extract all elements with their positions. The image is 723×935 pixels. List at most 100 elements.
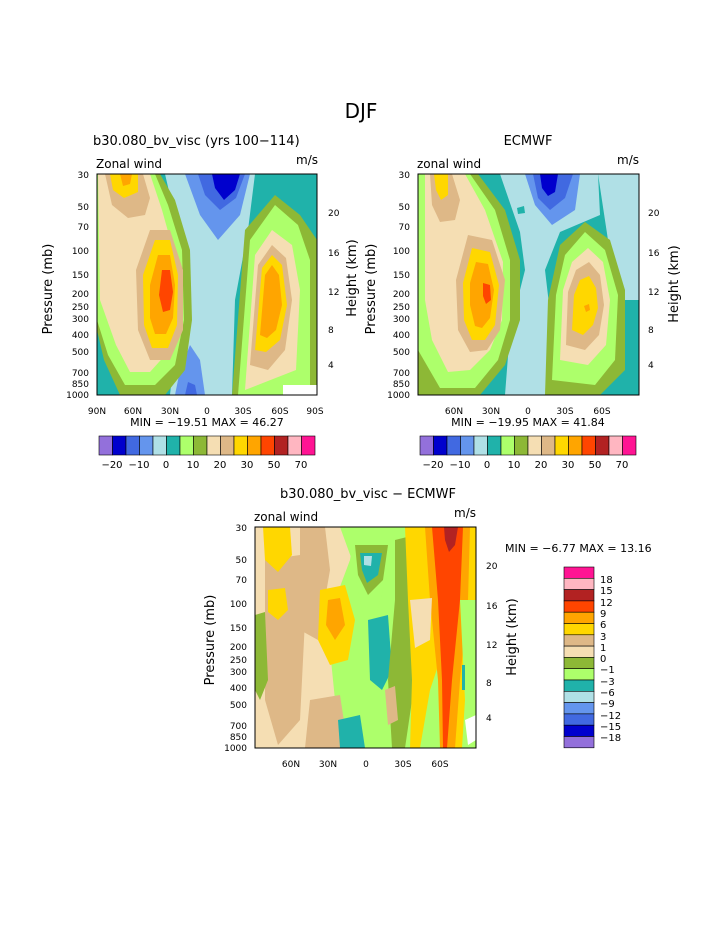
colorbar-label: −3 — [600, 677, 615, 688]
colorbar-label: 1 — [600, 643, 606, 654]
colorbar-label: 3 — [600, 632, 606, 643]
y-tick-label: 200 — [230, 643, 247, 653]
panel-ecmwf-colorbar — [419, 435, 637, 456]
panel-model-title: b30.080_bv_visc (yrs 100−114) — [93, 134, 300, 149]
colorbar-label: −10 — [449, 460, 470, 471]
colorbar-swatch — [139, 435, 154, 456]
colorbar-swatch — [514, 435, 529, 456]
y-tick-label: 500 — [72, 348, 89, 358]
x-tick-label: 30S — [394, 760, 411, 770]
colorbar-label: 30 — [562, 460, 575, 471]
x-tick-label: 60S — [271, 407, 288, 417]
colorbar-label: 10 — [508, 460, 521, 471]
y-tick-label: 500 — [393, 348, 410, 358]
colorbar-swatch — [527, 435, 542, 456]
x-tick-label: 60N — [282, 760, 300, 770]
panel-model-ylabel-right: Height (km) — [345, 239, 360, 316]
x-tick-label: 30S — [234, 407, 251, 417]
colorbar-swatch — [179, 435, 194, 456]
colorbar-swatch — [112, 435, 127, 456]
height-tick-label: 12 — [648, 288, 659, 298]
panel-ecmwf-units: m/s — [617, 153, 639, 167]
colorbar-swatch — [563, 566, 595, 579]
height-tick-label: 20 — [648, 209, 660, 219]
colorbar-swatch — [563, 724, 595, 737]
panel-ecmwf-ylabel: Pressure (mb) — [364, 244, 379, 335]
x-tick-label: 60S — [593, 407, 610, 417]
height-tick-label: 8 — [648, 326, 654, 336]
colorbar-label: −6 — [600, 688, 615, 699]
panel-ecmwf-x-ticks: 60N 30N 0 30S 60S — [445, 407, 611, 417]
panel-ecmwf-title: ECMWF — [504, 134, 553, 149]
y-tick-label: 700 — [230, 722, 247, 732]
height-tick-label: 8 — [328, 326, 334, 336]
colorbar-swatch — [274, 435, 289, 456]
colorbar-swatch — [247, 435, 262, 456]
y-tick-label: 150 — [230, 624, 247, 634]
y-tick-label: 300 — [393, 315, 410, 325]
panel-model-units: m/s — [296, 153, 318, 167]
panel-difference-units: m/s — [454, 506, 476, 520]
y-tick-label: 150 — [393, 271, 410, 281]
colorbar-swatch — [595, 435, 610, 456]
y-tick-label: 50 — [236, 556, 248, 566]
colorbar-swatch — [419, 435, 434, 456]
colorbar-label: −15 — [600, 722, 621, 733]
panel-model-contours — [97, 174, 317, 395]
y-tick-label: 400 — [230, 684, 247, 694]
y-tick-label: 150 — [72, 271, 89, 281]
x-tick-label: 60S — [431, 760, 448, 770]
colorbar-swatch — [568, 435, 583, 456]
y-tick-label: 100 — [393, 247, 410, 257]
colorbar-label: 12 — [600, 598, 613, 609]
colorbar-label: −10 — [128, 460, 149, 471]
y-tick-label: 850 — [393, 380, 410, 390]
panel-difference-title: b30.080_bv_visc − ECMWF — [280, 487, 456, 502]
panel-difference-ylabel-right: Height (km) — [505, 598, 520, 675]
colorbar-label: 10 — [187, 460, 200, 471]
colorbar-swatch — [563, 611, 595, 624]
colorbar-swatch — [563, 589, 595, 602]
colorbar-swatch — [563, 645, 595, 658]
colorbar-label: −12 — [600, 711, 621, 722]
y-tick-label: 1000 — [224, 744, 247, 754]
panel-difference-right-ticks: 20 16 12 8 4 — [486, 562, 498, 724]
page-title: DJF — [345, 99, 378, 123]
panel-difference-y-ticks: 30 50 70 100 150 200 250 300 400 500 700… — [224, 524, 247, 754]
panel-difference-ylabel: Pressure (mb) — [203, 595, 218, 686]
height-tick-label: 16 — [648, 249, 660, 259]
panel-ecmwf-contours — [418, 174, 639, 395]
x-tick-label: 0 — [204, 407, 210, 417]
y-tick-label: 30 — [78, 171, 90, 181]
panel-model-y-ticks: 30 50 70 100 150 200 250 300 400 500 700… — [66, 171, 89, 401]
colorbar-label: −18 — [600, 733, 621, 744]
panel-ecmwf-y-ticks: 30 50 70 100 150 200 250 300 400 500 700… — [387, 171, 410, 401]
colorbar-swatch — [608, 435, 623, 456]
colorbar-label: 70 — [616, 460, 629, 471]
y-tick-label: 850 — [230, 733, 247, 743]
x-tick-label: 30N — [161, 407, 179, 417]
panel-model-right-ticks: 20 16 12 8 4 — [328, 209, 340, 371]
height-tick-label: 12 — [328, 288, 339, 298]
colorbar-label: 20 — [214, 460, 227, 471]
panel-difference-colorbar — [563, 566, 595, 749]
x-tick-label: 60N — [124, 407, 142, 417]
colorbar-swatch — [563, 634, 595, 647]
y-tick-label: 850 — [72, 380, 89, 390]
colorbar-swatch — [541, 435, 556, 456]
y-tick-label: 1000 — [387, 391, 410, 401]
y-tick-label: 70 — [399, 223, 411, 233]
y-tick-label: 250 — [230, 656, 247, 666]
colorbar-label: 6 — [600, 620, 606, 631]
height-tick-label: 12 — [486, 641, 497, 651]
colorbar-swatch — [554, 435, 569, 456]
colorbar-swatch — [563, 679, 595, 692]
panel-model-left-label: Zonal wind — [96, 157, 162, 171]
height-tick-label: 16 — [486, 602, 498, 612]
y-tick-label: 700 — [393, 369, 410, 379]
panel-ecmwf-minmax: MIN = −19.95 MAX = 41.84 — [451, 416, 605, 429]
height-tick-label: 4 — [648, 361, 654, 371]
y-tick-label: 100 — [72, 247, 89, 257]
colorbar-label: 70 — [295, 460, 308, 471]
